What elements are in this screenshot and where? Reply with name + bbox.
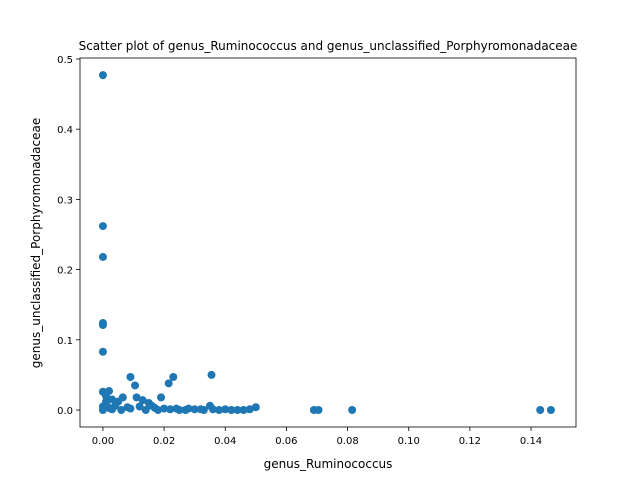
scatter-point <box>108 395 117 404</box>
scatter-point <box>98 222 107 231</box>
scatter-point <box>172 404 181 413</box>
x-tick-label: 0.10 <box>398 436 420 447</box>
scatter-point <box>147 401 156 410</box>
chart-title: Scatter plot of genus_Ruminococcus and g… <box>79 39 578 53</box>
scatter-point <box>153 406 162 415</box>
x-tick-label: 0.04 <box>214 436 236 447</box>
scatter-point <box>98 252 107 261</box>
scatter-point <box>141 406 150 415</box>
scatter-point <box>215 406 224 415</box>
scatter-point <box>184 404 193 413</box>
scatter-point <box>348 406 357 415</box>
scatter-point <box>98 402 107 411</box>
scatter-point <box>196 405 205 414</box>
scatter-point <box>126 373 135 382</box>
scatter-point <box>251 403 260 412</box>
scatter-point <box>166 405 175 414</box>
scatter-point <box>98 321 107 330</box>
scatter-point <box>536 406 545 415</box>
x-axis-label: genus_Ruminococcus <box>264 457 393 471</box>
y-tick-label: 0.3 <box>57 195 73 206</box>
y-tick-label: 0.2 <box>57 266 73 277</box>
scatter-point <box>135 402 144 411</box>
scatter-point <box>126 404 135 413</box>
plot-frame <box>79 57 577 428</box>
scatter-point <box>101 391 110 400</box>
scatter-point <box>209 405 218 414</box>
scatter-point <box>239 406 248 415</box>
scatter-point <box>190 405 199 414</box>
scatter-point <box>138 396 147 405</box>
scatter-point <box>132 393 141 402</box>
scatter-point <box>227 406 236 415</box>
scatter-point <box>98 347 107 356</box>
x-tick-label: 0.00 <box>92 436 114 447</box>
scatter-point <box>106 404 115 413</box>
x-tick-label: 0.06 <box>275 436 297 447</box>
scatter-point <box>98 71 107 80</box>
y-tick-label: 0.0 <box>57 406 73 417</box>
scatter-point <box>131 381 140 390</box>
scatter-point <box>157 393 166 402</box>
x-tick-label: 0.08 <box>336 436 358 447</box>
x-tick-label: 0.12 <box>459 436 481 447</box>
y-axis-label: genus_unclassified_Porphyromonadaceae <box>29 118 43 368</box>
scatter-point <box>245 405 254 414</box>
y-tick-label: 0.5 <box>57 55 73 66</box>
scatter-point <box>221 405 230 414</box>
x-tick-label: 0.02 <box>153 436 175 447</box>
scatter-point <box>164 379 173 388</box>
scatter-point <box>314 406 323 415</box>
scatter-point <box>233 406 242 415</box>
y-tick-label: 0.1 <box>57 336 73 347</box>
scatter-point <box>169 373 178 382</box>
scatter-point <box>160 404 169 413</box>
y-tick-label: 0.4 <box>57 125 73 136</box>
scatter-point <box>117 406 126 415</box>
scatter-point <box>546 406 555 415</box>
x-tick-label: 0.14 <box>520 436 542 447</box>
scatter-point <box>207 370 216 379</box>
